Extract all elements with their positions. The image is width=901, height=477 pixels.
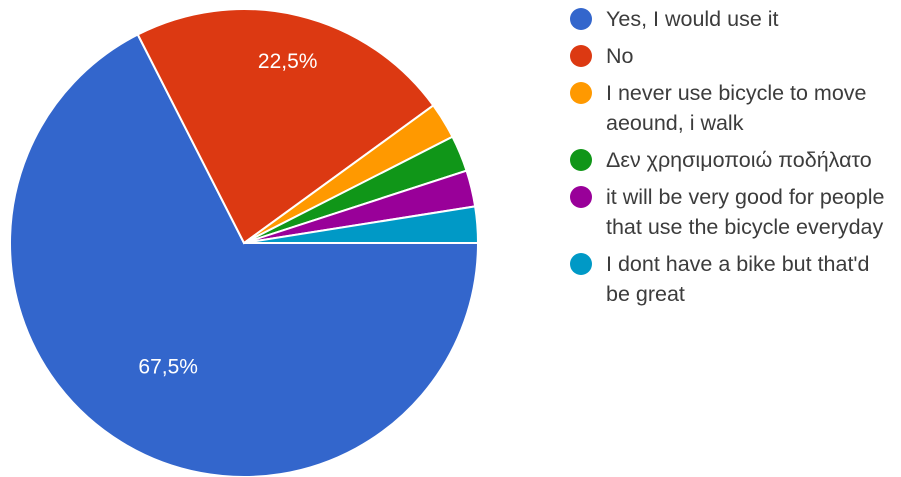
slice-data-label-0: 67,5%: [138, 356, 198, 379]
pie-slice-0: [9, 33, 480, 477]
legend-label: No: [606, 44, 634, 68]
legend-label: I dont have a bike but that'd be great: [606, 252, 870, 306]
legend-swatch-icon: [570, 149, 592, 171]
legend-label: I never use bicycle to move aeound, i wa…: [606, 81, 867, 135]
pie-slice-1: [136, 8, 435, 245]
legend-label: Δεν χρησιμοποιώ ποδήλατο: [606, 148, 872, 172]
legend-swatch-icon: [570, 253, 592, 275]
legend-item-0: Yes, I would use it: [570, 4, 895, 34]
slice-data-label-1: 22,5%: [258, 50, 318, 73]
legend-item-5: I dont have a bike but that'd be great: [570, 249, 895, 309]
legend-item-1: No: [570, 41, 895, 71]
legend-swatch-icon: [570, 45, 592, 67]
legend-label: Yes, I would use it: [606, 7, 779, 31]
legend-swatch-icon: [570, 8, 592, 30]
legend-item-4: it will be very good for people that use…: [570, 182, 895, 242]
legend-item-2: I never use bicycle to move aeound, i wa…: [570, 78, 895, 138]
pie-slice-5: [243, 205, 480, 244]
legend-label: it will be very good for people that use…: [606, 185, 885, 239]
legend-swatch-icon: [570, 82, 592, 104]
legend-swatch-icon: [570, 186, 592, 208]
legend-item-3: Δεν χρησιμοποιώ ποδήλατο: [570, 145, 895, 175]
chart-legend: Yes, I would use it No I never use bicycle…: [570, 4, 895, 316]
